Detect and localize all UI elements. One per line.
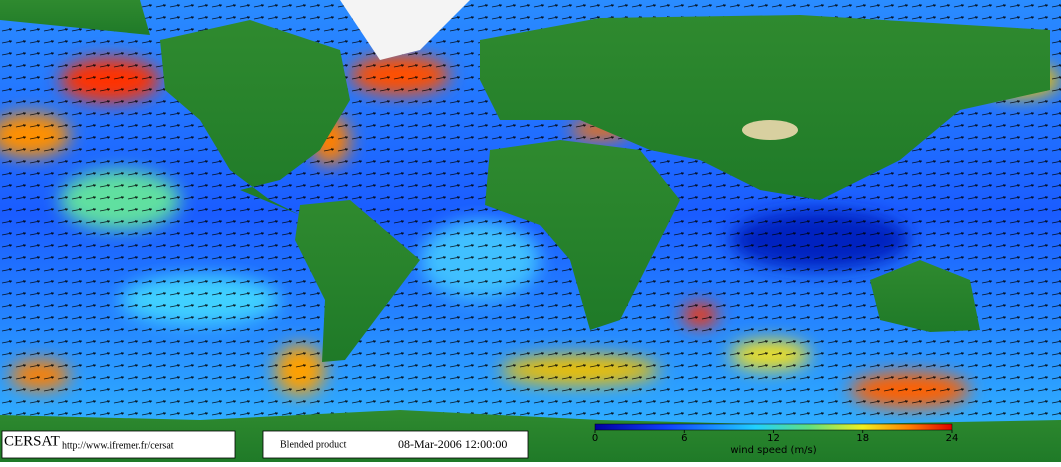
date: 08-Mar-2006 12:00:00: [398, 437, 507, 451]
colorbar-label: wind speed (m/s): [730, 445, 816, 456]
colorbar: 0 6 12 18 24 wind speed (m/s): [592, 423, 959, 456]
colorbar-tick-label: 12: [767, 433, 780, 444]
footer-box-right: [262, 430, 529, 459]
greenland-ice: [340, 0, 470, 60]
logo: CERSAT: [4, 433, 60, 449]
colorbar-tick-label: 24: [946, 433, 959, 444]
colorbar-tick-label: 6: [681, 433, 687, 444]
footer-box-left: [1, 430, 236, 459]
product: Blended product: [280, 439, 347, 450]
url: http://www.ifremer.fr/cersat: [62, 440, 174, 451]
colorbar-tick-label: 18: [856, 433, 869, 444]
tibet-plateau: [742, 120, 798, 140]
colorbar-tick-label: 0: [592, 433, 598, 444]
colorbar-scale: [594, 423, 953, 431]
